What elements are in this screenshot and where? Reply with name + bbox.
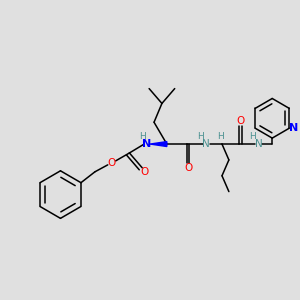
Text: H: H: [139, 132, 146, 141]
Text: N: N: [255, 139, 262, 149]
Text: O: O: [140, 167, 148, 177]
Text: H: H: [217, 132, 224, 141]
Text: O: O: [237, 116, 245, 126]
Text: O: O: [184, 163, 193, 173]
Text: N: N: [289, 123, 298, 133]
Text: N: N: [202, 139, 210, 149]
Polygon shape: [150, 142, 167, 146]
Text: H: H: [197, 132, 204, 141]
Text: H: H: [249, 132, 256, 141]
Text: N: N: [142, 139, 151, 149]
Text: O: O: [108, 158, 116, 168]
